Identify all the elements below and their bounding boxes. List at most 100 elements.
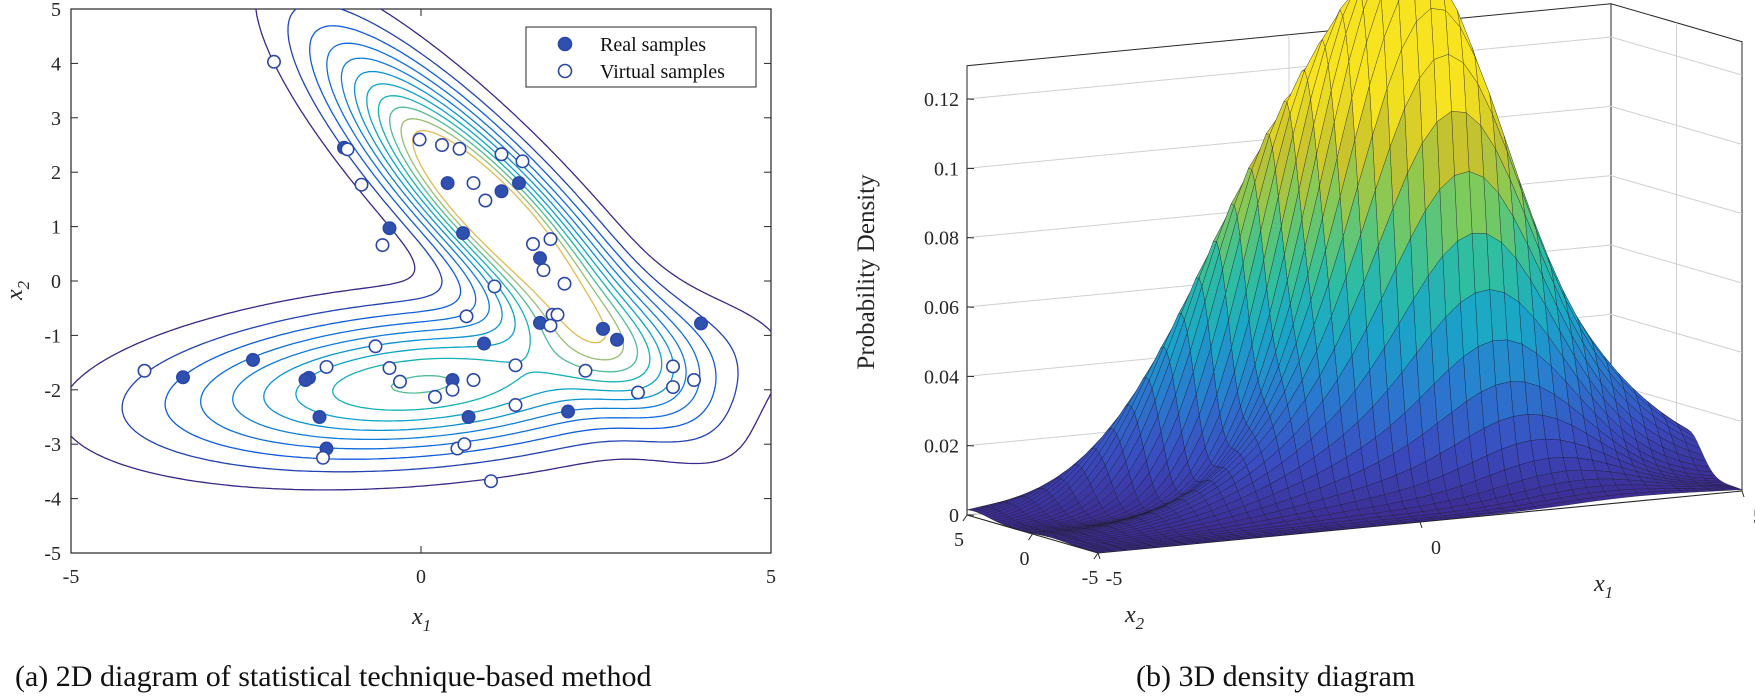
virtual-sample-point xyxy=(427,389,442,404)
y-tick-label: 4 xyxy=(51,53,61,75)
surface-patch xyxy=(1361,0,1368,11)
y-tick-label: -4 xyxy=(44,489,61,511)
virtual-sample-point xyxy=(536,263,551,278)
caption-a: (a) 2D diagram of statistical technique-… xyxy=(15,660,651,693)
y-tick-label: 2 xyxy=(51,162,61,184)
legend-virtual-marker xyxy=(557,63,573,79)
virtual-sample-point xyxy=(375,238,390,253)
x2-tick-label: 0 xyxy=(1020,548,1030,570)
virtual-sample-point xyxy=(459,309,474,324)
y-tick-label: -3 xyxy=(44,434,61,456)
virtual-sample-point xyxy=(557,276,572,291)
real-sample-point xyxy=(476,336,491,351)
x1-tick-label: 0 xyxy=(1431,537,1441,559)
legend-virtual-label: Virtual samples xyxy=(600,61,725,83)
contour-level-3 xyxy=(164,25,717,460)
x-tick-label: 5 xyxy=(766,566,776,588)
density-surface xyxy=(966,0,1743,554)
virtual-sample-point xyxy=(508,398,523,413)
virtual-sample-point xyxy=(466,176,481,191)
y-axis-label-2d: x2 xyxy=(2,280,33,301)
y-tick-label: -2 xyxy=(44,380,61,402)
z-tick-label: 0.04 xyxy=(924,366,959,388)
surface-patch xyxy=(1094,550,1113,554)
real-sample-point xyxy=(176,370,191,385)
virtual-sample-point xyxy=(515,154,530,169)
z-ticks: 0 0.02 0.04 0.06 0.08 0.1 0.12 xyxy=(924,89,975,527)
virtual-sample-point xyxy=(266,54,281,69)
virtual-sample-point xyxy=(630,385,645,400)
sample-points xyxy=(137,54,708,489)
x2-tick-mark xyxy=(1093,552,1099,560)
surface-patch xyxy=(1436,110,1455,190)
x2-axis-label-3d: x2 xyxy=(1124,602,1145,633)
x1-tick-label: -5 xyxy=(1106,568,1123,590)
z-gridline xyxy=(966,175,1743,239)
legend-real-marker xyxy=(557,36,573,52)
x1-ticks-3d: -5 0 5 xyxy=(1097,490,1755,590)
virtual-sample-point xyxy=(412,132,427,147)
x2-ticks-3d: 5 0 -5 xyxy=(954,514,1099,589)
virtual-sample-point xyxy=(550,307,565,322)
x1-axis-label-3d: x1 xyxy=(1593,571,1613,602)
virtual-sample-point xyxy=(382,361,397,376)
z-tick-label: 0 xyxy=(949,505,959,527)
real-sample-point xyxy=(595,321,610,336)
panel-b-3d-density: 00.020.040.060.080.10.12 -505 50-5 Proba… xyxy=(853,0,1755,693)
x-tick-label: 0 xyxy=(416,566,426,588)
legend: Real samples Virtual samples xyxy=(525,26,757,88)
x1-tick-mark xyxy=(1097,552,1101,560)
z-axis-label: Probability Density xyxy=(853,174,880,370)
contour-level-9 xyxy=(389,106,639,394)
virtual-sample-point xyxy=(665,380,680,395)
virtual-sample-point xyxy=(457,437,472,452)
panel-a-2d-diagram: -5 0 5 -5 -4 -3 -2 -1 0 1 2 3 4 5 x1 x2 Real samples… xyxy=(2,0,776,693)
z-gridline xyxy=(966,244,1743,308)
virtual-sample-point xyxy=(686,373,701,388)
virtual-sample-point xyxy=(478,193,493,208)
caption-b: (b) 3D density diagram xyxy=(1136,660,1415,693)
x-axis-label-2d: x1 xyxy=(411,604,431,635)
contour-level-8 xyxy=(332,95,651,411)
z-gridline xyxy=(966,36,1743,100)
z-tick-label: 0.06 xyxy=(924,297,959,319)
x2-tick-mark xyxy=(1028,533,1033,541)
real-sample-point xyxy=(532,251,547,266)
virtual-sample-point xyxy=(466,373,481,388)
real-sample-point xyxy=(298,373,313,388)
real-sample-point xyxy=(246,352,261,367)
virtual-sample-point xyxy=(354,177,369,192)
z-tick-label: 0.1 xyxy=(934,158,959,180)
virtual-sample-point xyxy=(525,237,540,252)
virtual-sample-point xyxy=(665,359,680,374)
real-sample-point xyxy=(511,176,526,191)
y-tick-label: 5 xyxy=(51,0,61,21)
x-ticks-2d: -5 0 5 xyxy=(63,9,776,588)
x-tick-label: -5 xyxy=(63,566,80,588)
x1-tick-mark xyxy=(1741,490,1745,498)
x2-tick-label: 5 xyxy=(954,529,964,551)
real-sample-point xyxy=(440,176,455,191)
real-sample-point xyxy=(382,221,397,236)
virtual-sample-point xyxy=(494,147,509,162)
x1-tick-mark xyxy=(1419,521,1423,529)
virtual-sample-point xyxy=(340,142,355,157)
real-sample-point xyxy=(312,409,327,424)
surface-patch xyxy=(1636,491,1655,497)
virtual-sample-point xyxy=(315,450,330,465)
virtual-sample-point xyxy=(392,374,407,389)
z-tick-label: 0.12 xyxy=(924,89,959,111)
y-tick-label: -1 xyxy=(44,325,61,347)
virtual-sample-point xyxy=(319,359,334,374)
z-gridline xyxy=(966,105,1743,169)
real-sample-point xyxy=(461,409,476,424)
virtual-sample-point xyxy=(483,474,498,489)
axes-box-2d xyxy=(70,8,772,554)
y-tick-label: 1 xyxy=(51,217,61,239)
x2-tick-mark xyxy=(962,514,968,522)
surface-patch xyxy=(1457,232,1476,304)
x1-tick-label: 5 xyxy=(1753,506,1755,528)
y-tick-label: 3 xyxy=(51,108,61,130)
virtual-sample-point xyxy=(368,339,383,354)
